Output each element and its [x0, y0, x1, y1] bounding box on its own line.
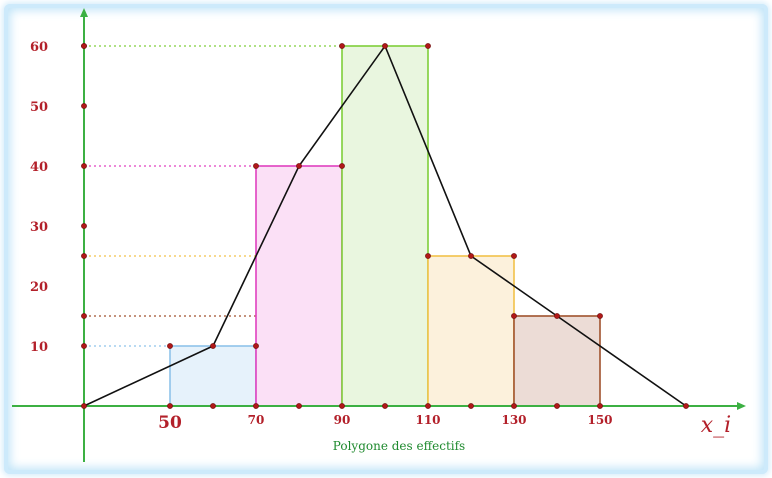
bar-corner-point: [253, 343, 259, 349]
y-tick-point: [81, 103, 87, 109]
bar-corner-point: [597, 313, 603, 319]
histogram-bar: [427, 255, 515, 407]
midpoint-tick-point: [554, 403, 560, 409]
x-tick-label: 70: [248, 413, 265, 427]
midpoint-tick-point: [468, 403, 474, 409]
y-tick-label: 10: [30, 340, 48, 355]
y-tick-point: [81, 43, 87, 49]
y-tick-point: [81, 253, 87, 259]
x-tick-point: [339, 403, 345, 409]
bar-corner-point: [253, 163, 259, 169]
midpoint-tick-point: [296, 403, 302, 409]
bar-corner-point: [511, 253, 517, 259]
midpoint-tick-point: [210, 403, 216, 409]
x-tick-label: 110: [415, 413, 440, 427]
x-tick-point: [425, 403, 431, 409]
histogram-bar: [255, 165, 343, 407]
polygon-vertex-point: [683, 403, 689, 409]
histogram-bar: [169, 345, 257, 407]
polygon-vertex-point: [81, 403, 87, 409]
y-tick-label: 60: [30, 40, 48, 55]
polygon-vertex-point: [210, 343, 216, 349]
y-tick-point: [81, 313, 87, 319]
chart-subtitle: Polygone des effectifs: [333, 439, 465, 453]
polygon-vertex-point: [296, 163, 302, 169]
x-tick-point: [511, 403, 517, 409]
histogram-bar: [341, 45, 429, 407]
polygon-vertex-point: [554, 313, 560, 319]
bar-corner-point: [511, 313, 517, 319]
x-tick-point: [253, 403, 259, 409]
x-tick-label: 130: [501, 413, 526, 427]
x-tick-point: [597, 403, 603, 409]
chart-frame: 10 20 30 40 50 60 50 70 90 110 130 150 x_i Polygone d…: [4, 4, 768, 474]
x-tick-label: 50: [158, 413, 182, 433]
midpoint-tick-point: [382, 403, 388, 409]
y-axis-arrow: [80, 8, 88, 17]
x-tick-point: [167, 403, 173, 409]
histogram-chart: 10 20 30 40 50 60 50 70 90 110 130 150 x_i Polygone d…: [12, 8, 746, 462]
bar-corner-point: [425, 43, 431, 49]
histogram-bar: [513, 315, 601, 407]
bar-corner-point: [339, 163, 345, 169]
y-tick-label: 50: [30, 100, 48, 115]
x-tick-label: 90: [334, 413, 351, 427]
y-tick-label: 20: [30, 280, 48, 295]
y-tick-label: 30: [30, 220, 48, 235]
polygon-vertex-point: [382, 43, 388, 49]
polygon-vertex-point: [468, 253, 474, 259]
x-axis-label: x_i: [701, 413, 731, 438]
y-tick-point: [81, 163, 87, 169]
x-tick-label: 150: [587, 413, 612, 427]
bar-corner-point: [425, 253, 431, 259]
x-axis-arrow: [737, 402, 746, 410]
bar-corner-point: [167, 343, 173, 349]
bar-corner-point: [339, 43, 345, 49]
y-tick-label: 40: [30, 160, 48, 175]
y-tick-point: [81, 343, 87, 349]
y-tick-point: [81, 223, 87, 229]
